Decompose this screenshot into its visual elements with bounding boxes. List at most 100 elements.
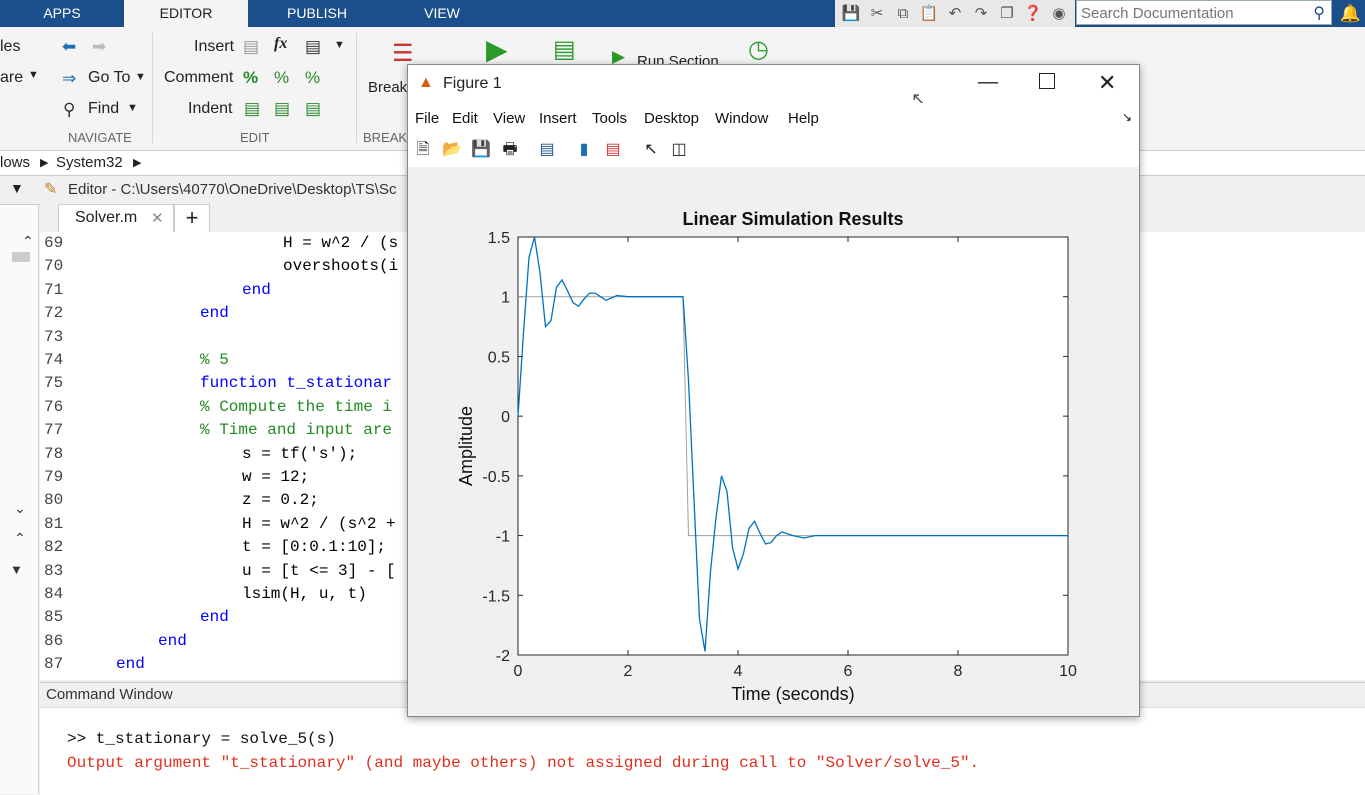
save-icon[interactable]: 💾 (841, 4, 861, 22)
search-input[interactable] (1077, 1, 1303, 25)
menu-file[interactable]: File (415, 110, 440, 127)
new-tab-button[interactable]: + (174, 204, 210, 233)
command-window[interactable]: Command Window >> t_stationary = solve_5… (40, 682, 1365, 795)
tab-view[interactable]: VIEW (424, 5, 460, 21)
forward-arrow-icon[interactable]: ➡ (92, 37, 107, 56)
tab-publish[interactable]: PUBLISH (287, 5, 347, 21)
chevron-down-icon[interactable]: ▼ (28, 69, 39, 81)
maximize-icon[interactable] (1039, 73, 1055, 89)
code-line[interactable]: end (116, 655, 145, 674)
menu-edit[interactable]: Edit (452, 110, 478, 127)
legend-icon[interactable]: ▤ (605, 141, 621, 158)
chevron-right-icon[interactable]: ▶ (133, 157, 142, 169)
redo-icon[interactable]: ↷ (974, 4, 988, 22)
run-and-advance-icon[interactable]: ▤ (553, 36, 576, 63)
run-and-time-icon[interactable]: ◷ (748, 36, 769, 63)
code-line[interactable]: s = tf('s'); (242, 444, 358, 463)
function-icon[interactable]: fx (274, 35, 288, 52)
tab-editor[interactable]: EDITOR (124, 0, 248, 27)
code-line[interactable]: t = [0:0.1:10]; (242, 538, 387, 557)
run-section-icon[interactable]: ▶ (612, 47, 626, 66)
panel-options-icon[interactable]: ▼ (10, 180, 24, 196)
run-icon[interactable]: ▶ (486, 34, 508, 65)
code-line[interactable]: % Compute the time i (200, 397, 393, 416)
decrease-indent-icon[interactable]: ▤ (305, 99, 322, 118)
increase-indent-icon[interactable]: ▤ (274, 99, 291, 118)
code-line[interactable]: z = 0.2; (242, 491, 319, 510)
back-arrow-icon[interactable]: ⬅ (62, 37, 77, 56)
help-icon[interactable]: ❓ (1023, 4, 1043, 22)
goto-button[interactable]: Go To (88, 69, 131, 86)
insert-section-icon[interactable]: ▤ (243, 37, 260, 56)
code-line[interactable]: end (158, 631, 187, 650)
comment-button[interactable]: Comment (164, 69, 234, 86)
menu-window[interactable]: Window (715, 110, 769, 127)
chevron-down-icon[interactable]: ▼ (135, 71, 146, 83)
code-line[interactable]: % Time and input are (200, 421, 393, 440)
find-button[interactable]: Find (88, 100, 120, 117)
menu-help[interactable]: Help (788, 110, 819, 127)
code-line[interactable]: end (242, 280, 271, 299)
close-icon[interactable]: ✕ (1098, 70, 1117, 95)
link-plot-icon[interactable]: ▤ (539, 141, 555, 158)
panel-options-icon[interactable]: ▼ (10, 562, 23, 577)
search-documentation[interactable]: ⚲ (1076, 0, 1332, 25)
switch-windows-icon[interactable]: ❐ (1000, 4, 1014, 22)
smart-indent-icon[interactable]: ▤ (244, 99, 261, 118)
breadcrumb-item[interactable]: lows (0, 154, 31, 171)
code-line[interactable]: u = [t <= 3] - [ (242, 561, 396, 580)
close-tab-icon[interactable]: ✕ (151, 210, 164, 227)
breadcrumb-item[interactable]: System32 (56, 154, 123, 171)
breakpoints-icon[interactable]: ☰ (392, 40, 414, 67)
code-line[interactable]: % 5 (200, 351, 229, 369)
wrap-comments-icon[interactable]: % (305, 68, 321, 87)
chevron-up-icon[interactable]: ⌃ (14, 530, 26, 546)
chevron-down-icon[interactable]: ▼ (127, 102, 138, 114)
code-line[interactable]: function t_stationar (200, 374, 393, 393)
save-figure-icon[interactable]: 💾 (471, 141, 491, 158)
menu-insert[interactable]: Insert (539, 110, 577, 127)
files-button[interactable]: les (0, 38, 21, 55)
edit-plot-icon[interactable]: ↖ (644, 141, 658, 158)
community-icon[interactable]: ◉ (1052, 4, 1066, 22)
lsim-chart[interactable]: 0 2 4 6 8 10 1.5 1 0.5 0 -0.5 -1 -1.5 -2 Linear Simula… (408, 167, 1139, 716)
menu-desktop[interactable]: Desktop (644, 110, 700, 127)
compare-button[interactable]: are (0, 69, 24, 86)
minimize-icon[interactable]: — (978, 71, 998, 93)
code-line[interactable]: end (200, 304, 229, 323)
scrollbar-thumb[interactable] (12, 252, 30, 262)
insert-button[interactable]: Insert (194, 38, 235, 55)
chevron-up-icon[interactable]: ⌃ (22, 233, 34, 249)
code-line[interactable]: w = 12; (242, 468, 310, 486)
open-file-icon[interactable]: 📂 (442, 141, 462, 158)
code-line[interactable]: H = w^2 / (s (283, 234, 399, 252)
colorbar-icon[interactable]: ▮ (579, 141, 589, 158)
search-icon[interactable]: ⚲ (1313, 5, 1325, 22)
tab-apps[interactable]: APPS (43, 5, 81, 21)
menu-tools[interactable]: Tools (592, 110, 628, 127)
code-line[interactable]: lsim(H, u, t) (242, 585, 367, 603)
chevron-right-icon[interactable]: ▶ (40, 157, 49, 169)
uncomment-icon[interactable]: % (274, 68, 290, 87)
dock-icon[interactable]: ↘ (1122, 110, 1133, 124)
code-line[interactable]: H = w^2 / (s^2 + (242, 514, 396, 533)
cut-icon[interactable]: ✂ (870, 4, 884, 22)
copy-icon[interactable]: ⧉ (897, 4, 909, 22)
breakpoints-button[interactable]: Break (368, 79, 408, 96)
insert-function-icon[interactable]: ▤ (305, 37, 322, 56)
chevron-down-icon[interactable]: ⌄ (14, 500, 26, 516)
print-icon[interactable]: 🖶 (502, 141, 518, 158)
undo-icon[interactable]: ↶ (948, 4, 962, 22)
notification-bell-icon[interactable]: 🔔 (1339, 4, 1362, 23)
property-inspector-icon[interactable]: ◫ (671, 141, 687, 158)
figure-title-bar[interactable]: ▲ Figure 1 — ✕ ↖ (408, 65, 1139, 109)
indent-button[interactable]: Indent (188, 100, 233, 117)
paste-icon[interactable]: 📋 (919, 4, 939, 22)
new-figure-icon[interactable]: 🗎 (416, 141, 430, 158)
code-line[interactable]: overshoots(i (283, 257, 399, 276)
tab-solver-m[interactable]: Solver.m ✕ (58, 204, 174, 233)
chevron-down-icon[interactable]: ▼ (334, 39, 345, 51)
menu-view[interactable]: View (493, 110, 526, 127)
code-line[interactable]: end (200, 608, 229, 627)
comment-icon[interactable]: % (243, 68, 259, 87)
